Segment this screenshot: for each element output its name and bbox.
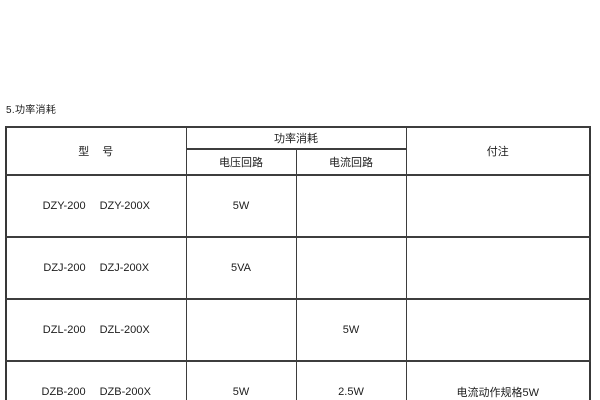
model-name: DZB-200X [99, 386, 151, 398]
model-name: DZJ-200 [43, 262, 86, 274]
col-header-note: 付注 [405, 126, 591, 176]
cell-note: 电流动作规格5W [405, 360, 591, 400]
cell-current: 5W [295, 298, 407, 362]
cell-note [405, 236, 591, 300]
cell-note [405, 298, 591, 362]
model-pair: DZB-200 DZB-200X [7, 386, 185, 398]
cell-model: DZJ-200 DZJ-200X [5, 236, 187, 300]
section-title: 5.功率消耗 [6, 105, 57, 116]
cell-current: 2.5W [295, 360, 407, 400]
table-row: DZY-200 DZY-200X 5W [5, 174, 591, 238]
model-pair: DZY-200 DZY-200X [7, 200, 185, 212]
model-pair: DZJ-200 DZJ-200X [7, 262, 185, 274]
cell-model: DZY-200 DZY-200X [5, 174, 187, 238]
cell-note [405, 174, 591, 238]
table-row: DZL-200 DZL-200X 5W [5, 298, 591, 362]
model-name: DZY-200X [99, 200, 150, 212]
header-row-top: 型 号 功率消耗 付注 [5, 126, 591, 176]
model-name: DZJ-200X [99, 262, 150, 274]
power-consumption-table: 型 号 功率消耗 付注 电压回路 电流回路 DZY-200 DZY-200X 5… [5, 126, 591, 400]
cell-voltage: 5VA [185, 236, 297, 300]
table-row: DZJ-200 DZJ-200X 5VA [5, 236, 591, 300]
cell-model: DZB-200 DZB-200X [5, 360, 187, 400]
col-header-model: 型 号 [5, 126, 187, 176]
model-pair: DZL-200 DZL-200X [7, 324, 185, 336]
model-name: DZY-200 [42, 200, 86, 212]
model-name: DZL-200X [99, 324, 150, 336]
cell-model: DZL-200 DZL-200X [5, 298, 187, 362]
cell-current [295, 174, 407, 238]
header-row-sub: 电压回路 电流回路 [6, 148, 590, 176]
cell-current [295, 236, 407, 300]
cell-voltage: 5W [185, 174, 297, 238]
col-header-voltage-circuit: 电压回路 [185, 148, 297, 176]
model-name: DZB-200 [41, 386, 86, 398]
col-header-power-group: 功率消耗 [185, 126, 407, 150]
table-row: DZB-200 DZB-200X 5W 2.5W 电流动作规格5W [5, 360, 591, 400]
cell-voltage: 5W [185, 360, 297, 400]
model-name: DZL-200 [42, 324, 86, 336]
col-header-current-circuit: 电流回路 [295, 148, 407, 176]
cell-voltage [185, 298, 297, 362]
